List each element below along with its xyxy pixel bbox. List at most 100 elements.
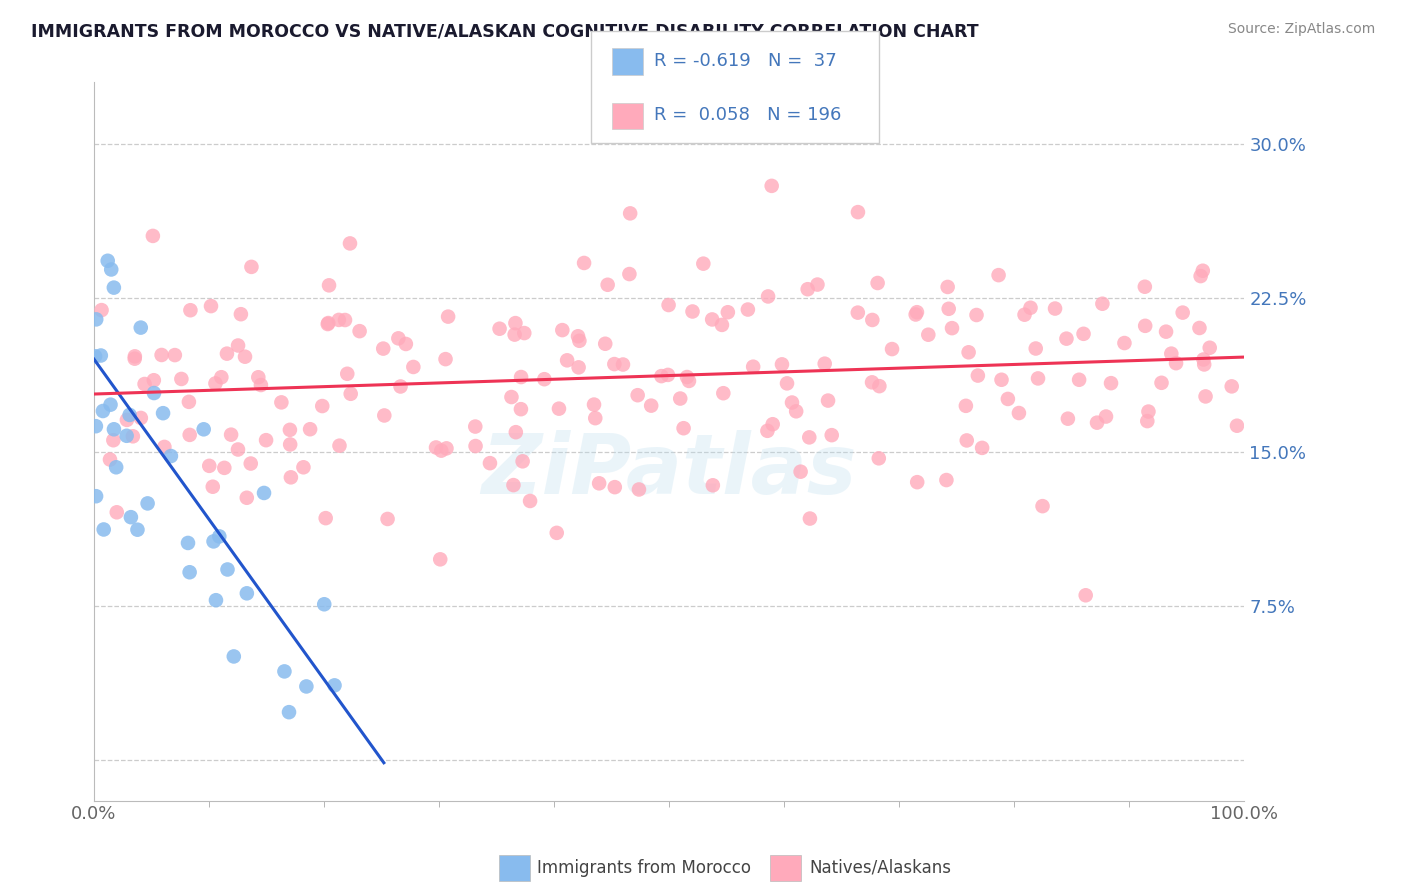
Point [236, 586, 259, 600]
Point [1164, 356, 1187, 370]
Point [373, 409, 395, 423]
Point [103, 422, 125, 436]
Point [672, 421, 695, 435]
Point [219, 427, 242, 442]
Point [402, 359, 425, 374]
Point [860, 376, 883, 390]
Point [799, 511, 821, 525]
Point [1192, 352, 1215, 367]
Point [1043, 301, 1066, 316]
Point [134, 376, 156, 391]
Point [278, 437, 301, 451]
Point [513, 326, 536, 340]
Point [582, 398, 605, 412]
Point [568, 360, 591, 375]
Point [860, 313, 883, 327]
Point [917, 327, 939, 342]
Point [593, 336, 616, 351]
Point [179, 303, 201, 318]
Point [658, 298, 681, 312]
Point [208, 529, 231, 543]
Point [115, 429, 138, 443]
Point [434, 352, 457, 367]
Point [1135, 318, 1157, 333]
Point [717, 305, 740, 319]
Point [846, 205, 869, 219]
Point [880, 342, 903, 356]
Point [336, 367, 359, 381]
Point [789, 465, 811, 479]
Point [770, 357, 793, 371]
Point [762, 417, 785, 432]
Point [373, 342, 395, 356]
Point [702, 478, 724, 492]
Point [488, 322, 510, 336]
Point [806, 277, 828, 292]
Point [1137, 404, 1160, 418]
Point [583, 411, 606, 425]
Point [222, 649, 245, 664]
Point [318, 278, 340, 293]
Point [253, 486, 276, 500]
Point [129, 320, 152, 334]
Point [866, 276, 889, 290]
Point [1069, 373, 1091, 387]
Point [957, 345, 980, 359]
Point [619, 206, 641, 220]
Point [627, 483, 650, 497]
Point [142, 373, 165, 387]
Point [90, 303, 112, 318]
Point [226, 442, 249, 457]
Point [214, 461, 236, 475]
Point [93, 523, 115, 537]
Point [682, 304, 704, 318]
Point [209, 370, 232, 384]
Point [84, 489, 107, 503]
Point [377, 512, 399, 526]
Point [233, 350, 256, 364]
Text: Natives/Alaskans: Natives/Alaskans [810, 859, 952, 877]
Point [1191, 264, 1213, 278]
Point [152, 406, 174, 420]
Point [990, 373, 1012, 387]
Point [1026, 371, 1049, 385]
Point [179, 566, 201, 580]
Point [1192, 358, 1215, 372]
Point [105, 505, 128, 519]
Point [120, 510, 142, 524]
Point [239, 457, 262, 471]
Point [742, 359, 765, 374]
Point [198, 458, 221, 473]
Point [533, 372, 555, 386]
Point [619, 267, 641, 281]
Point [240, 260, 263, 274]
Point [205, 593, 228, 607]
Text: Source: ZipAtlas.com: Source: ZipAtlas.com [1227, 22, 1375, 37]
Point [905, 475, 928, 490]
Point [103, 434, 125, 448]
Point [1220, 379, 1243, 393]
Point [821, 428, 844, 442]
Point [776, 376, 799, 391]
Point [127, 523, 149, 537]
Point [98, 452, 121, 467]
Point [568, 334, 591, 348]
Point [91, 404, 114, 418]
Point [200, 299, 222, 313]
Point [464, 419, 486, 434]
Point [548, 401, 571, 416]
Point [389, 379, 412, 393]
Point [464, 439, 486, 453]
Point [627, 388, 650, 402]
Point [250, 378, 273, 392]
Point [170, 372, 193, 386]
Text: R = -0.619   N =  37: R = -0.619 N = 37 [654, 52, 837, 70]
Point [1188, 321, 1211, 335]
Point [122, 429, 145, 443]
Point [780, 395, 803, 409]
Point [1136, 414, 1159, 428]
Point [756, 289, 779, 303]
Point [676, 370, 699, 384]
Point [311, 399, 333, 413]
Point [278, 423, 301, 437]
